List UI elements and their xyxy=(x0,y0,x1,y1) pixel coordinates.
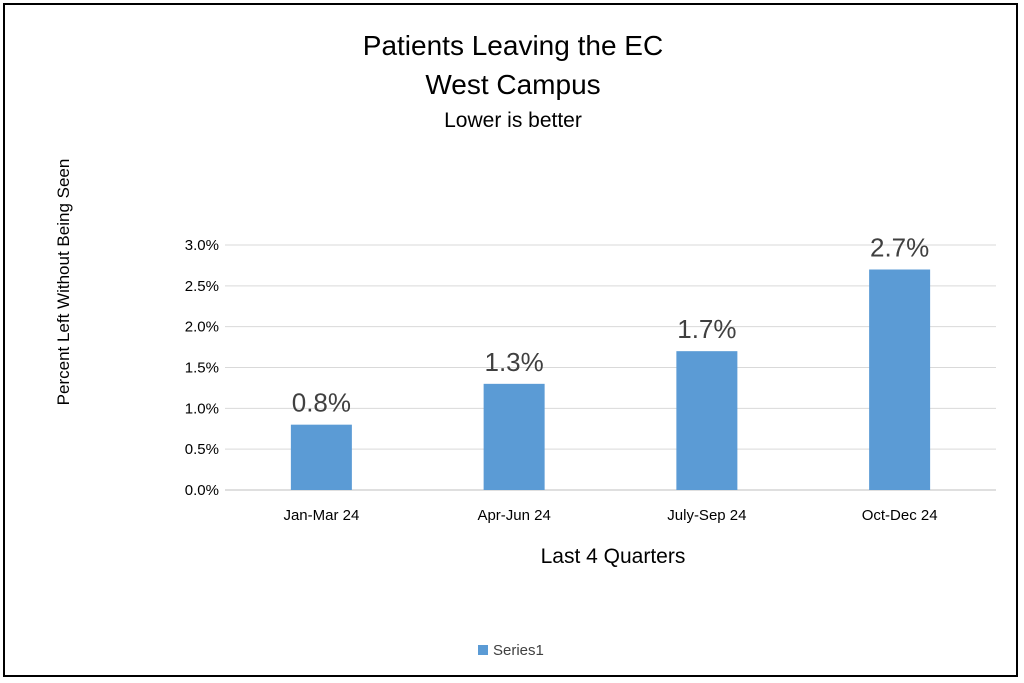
y-tick-label: 2.0% xyxy=(185,319,219,336)
data-label: 0.8% xyxy=(292,388,351,418)
y-tick-label: 0.0% xyxy=(185,482,219,499)
legend: Series1 xyxy=(478,642,544,659)
bar-series xyxy=(290,269,931,490)
data-label: 1.3% xyxy=(484,347,543,377)
legend-label: Series1 xyxy=(493,642,544,659)
bar xyxy=(290,424,352,490)
x-tick-label: Apr-Jun 24 xyxy=(477,507,550,524)
data-label: 2.7% xyxy=(870,233,929,263)
x-tick-label: Jan-Mar 24 xyxy=(283,507,359,524)
gridlines xyxy=(225,244,996,491)
y-tick-label: 3.0% xyxy=(185,237,219,254)
y-tick-label: 1.5% xyxy=(185,360,219,377)
y-tick-label: 0.5% xyxy=(185,441,219,458)
bar-chart: Patients Leaving the EC West Campus Lowe… xyxy=(54,30,996,659)
data-labels: 0.8% 1.3% 1.7% 2.7% xyxy=(292,233,930,418)
chart-title: Patients Leaving the EC xyxy=(363,30,663,61)
x-axis-title: Last 4 Quarters xyxy=(541,545,686,568)
bar xyxy=(483,383,545,490)
chart-subtitle: West Campus xyxy=(425,69,600,100)
x-tick-label: July-Sep 24 xyxy=(667,507,746,524)
chart-note: Lower is better xyxy=(444,109,582,132)
legend-swatch xyxy=(478,645,488,655)
y-axis-ticks: 0.0% 0.5% 1.0% 1.5% 2.0% 2.5% 3.0% xyxy=(185,237,219,499)
bar xyxy=(869,269,931,490)
y-tick-label: 2.5% xyxy=(185,278,219,295)
x-tick-label: Oct-Dec 24 xyxy=(862,507,938,524)
y-axis-title: Percent Left Without Being Seen xyxy=(54,159,73,406)
data-label: 1.7% xyxy=(677,314,736,344)
bar xyxy=(676,351,738,490)
x-axis-ticks: Jan-Mar 24 Apr-Jun 24 July-Sep 24 Oct-Dec 2… xyxy=(283,507,937,524)
chart-frame: Patients Leaving the EC West Campus Lowe… xyxy=(3,3,1018,677)
y-tick-label: 1.0% xyxy=(185,400,219,417)
